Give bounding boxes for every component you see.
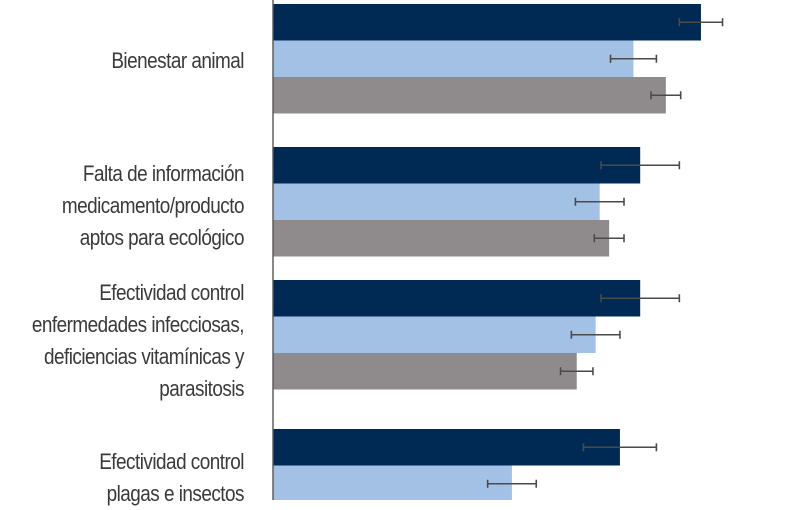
category-label-line: plagas e insectos: [106, 481, 245, 506]
category-label-line: medicamento/producto: [61, 193, 245, 218]
bar: [273, 77, 666, 114]
bar: [273, 4, 701, 41]
category-label: Bienestar animal: [20, 45, 244, 77]
category-label-line: enfermedades infecciosas,: [31, 312, 245, 337]
bar: [273, 465, 512, 500]
category-label: Efectividad control plagas e insectos: [20, 446, 244, 510]
category-label-line: Efectividad control: [99, 449, 244, 474]
bar: [273, 183, 600, 220]
category-label-line: Falta de información: [82, 161, 245, 186]
category-label: Falta de información medicamento/producto…: [20, 158, 245, 254]
bar: [273, 429, 620, 466]
category-label-line: Efectividad control: [99, 280, 244, 305]
category-label-line: Bienestar animal: [111, 48, 244, 73]
category-label-line: aptos para ecológico: [79, 225, 245, 250]
bar: [273, 316, 596, 353]
category-label: Efectividad control enfermedades infeccio…: [20, 277, 245, 405]
bar: [273, 40, 634, 77]
bar: [273, 353, 577, 390]
category-label-line: deficiencias vitamínicas y: [43, 344, 245, 369]
bar: [273, 147, 641, 184]
bar: [273, 280, 641, 317]
category-label-line: parasitosis: [159, 376, 244, 401]
bar: [273, 220, 610, 257]
